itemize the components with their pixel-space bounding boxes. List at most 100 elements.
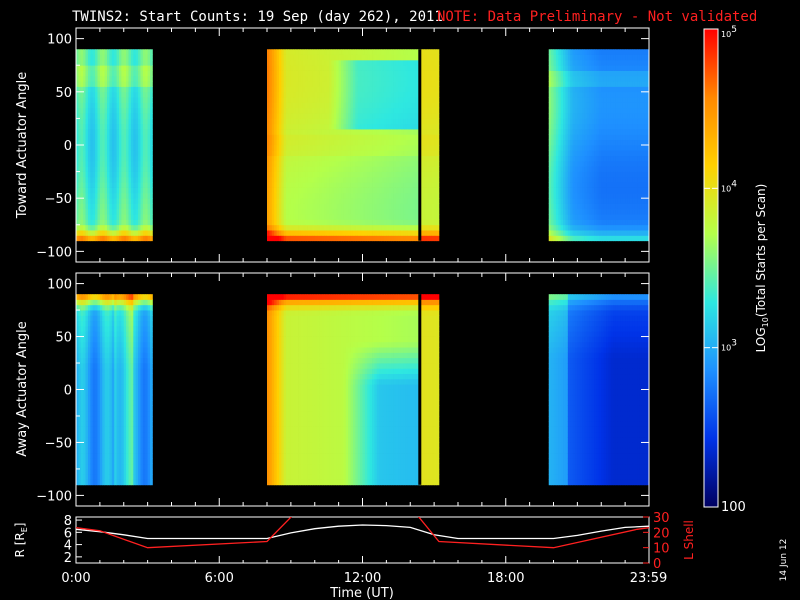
- heatmap-cell: [400, 91, 404, 98]
- heatmap-cell: [596, 214, 600, 220]
- heatmap-cell: [138, 118, 141, 125]
- heatmap-cell: [118, 86, 122, 93]
- heatmap-cell: [574, 150, 578, 157]
- heatmap-cell: [374, 75, 378, 82]
- heatmap-cell: [319, 59, 323, 66]
- heatmap-cell: [551, 192, 554, 199]
- heatmap-cell: [95, 81, 98, 87]
- heatmap-cell: [333, 81, 337, 87]
- heatmap-cell: [286, 102, 289, 109]
- heatmap-cell: [579, 171, 583, 178]
- heatmap-cell: [114, 160, 117, 167]
- heatmap-cell: [381, 160, 385, 167]
- heatmap-cell: [589, 235, 593, 242]
- heatmap-cell: [107, 155, 110, 162]
- heatmap-cell: [83, 182, 86, 188]
- heatmap-cell: [302, 171, 306, 178]
- heatmap-cell: [555, 155, 559, 162]
- heatmap-cell: [601, 219, 605, 226]
- heatmap-cell: [620, 118, 624, 125]
- heatmap-cell: [109, 224, 113, 231]
- heatmap-cell: [582, 54, 585, 61]
- heatmap-cell: [589, 107, 593, 114]
- heatmap-cell: [302, 192, 306, 199]
- heatmap-cell: [379, 208, 382, 215]
- heatmap-cell: [350, 65, 354, 71]
- heatmap-cell: [326, 224, 330, 231]
- heatmap-cell: [321, 118, 325, 125]
- heatmap-cell: [570, 171, 573, 178]
- heatmap-cell: [121, 75, 125, 82]
- heatmap-cell: [150, 75, 153, 82]
- heatmap-cell: [610, 102, 614, 109]
- heatmap-cell: [269, 49, 273, 55]
- heatmap-cell: [625, 187, 628, 194]
- heatmap-cell: [386, 107, 390, 114]
- heatmap-cell: [307, 113, 311, 119]
- heatmap-cell: [426, 49, 430, 55]
- heatmap-cell: [379, 54, 382, 61]
- heatmap-cell: [415, 139, 418, 146]
- heatmap-cell: [326, 49, 330, 55]
- heatmap-cell: [560, 160, 564, 167]
- heatmap-cell: [123, 145, 127, 151]
- heatmap-cell: [85, 102, 89, 109]
- heatmap-cell: [379, 49, 382, 55]
- heatmap-cell: [293, 219, 297, 226]
- heatmap-cell: [424, 145, 428, 151]
- heatmap-cell: [130, 134, 134, 141]
- heatmap-cell: [376, 81, 380, 87]
- heatmap-cell: [574, 118, 578, 125]
- heatmap-cell: [577, 97, 581, 103]
- heatmap-cell: [553, 219, 557, 226]
- heatmap-cell: [107, 70, 110, 77]
- heatmap-cell: [130, 75, 134, 82]
- heatmap-cell: [606, 203, 609, 210]
- heatmap-cell: [422, 235, 425, 242]
- heatmap-cell: [620, 203, 624, 210]
- heatmap-cell: [276, 166, 280, 172]
- heatmap-cell: [360, 70, 363, 77]
- heatmap-cell: [288, 59, 292, 66]
- heatmap-cell: [128, 150, 132, 157]
- heatmap-cell: [606, 214, 609, 220]
- heatmap-cell: [104, 54, 108, 61]
- heatmap-cell: [551, 187, 554, 194]
- heatmap-cell: [80, 235, 84, 242]
- heatmap-cell: [343, 81, 347, 87]
- heatmap-cell: [567, 75, 571, 82]
- heatmap-cell: [591, 97, 595, 103]
- heatmap-cell: [357, 150, 361, 157]
- heatmap-cell: [109, 198, 113, 204]
- heatmap-cell: [99, 145, 103, 151]
- heatmap-cell: [309, 81, 313, 87]
- heatmap-cell: [608, 219, 612, 226]
- heatmap-cell: [558, 54, 562, 61]
- heatmap-cell: [407, 134, 411, 141]
- heatmap-cell: [286, 155, 289, 162]
- heatmap-cell: [283, 107, 287, 114]
- heatmap-cell: [92, 91, 96, 98]
- heatmap-cell: [343, 59, 347, 66]
- heatmap-cell: [407, 224, 411, 231]
- heatmap-cell: [584, 214, 588, 220]
- heatmap-cell: [617, 192, 621, 199]
- heatmap-cell: [348, 65, 351, 71]
- heatmap-cell: [295, 203, 299, 210]
- heatmap-cell: [610, 49, 614, 55]
- heatmap-cell: [386, 160, 390, 167]
- heatmap-cell: [341, 230, 344, 236]
- heatmap-cell: [102, 160, 106, 167]
- heatmap-cell: [109, 182, 113, 188]
- heatmap-cell: [608, 155, 612, 162]
- heatmap-cell: [85, 187, 89, 194]
- heatmap-cell: [376, 49, 380, 55]
- heatmap-cell: [584, 171, 588, 178]
- heatmap-cell: [391, 150, 394, 157]
- heatmap-cell: [400, 86, 404, 93]
- heatmap-cell: [126, 49, 129, 55]
- heatmap-cell: [92, 166, 96, 172]
- heatmap-cell: [338, 235, 342, 242]
- heatmap-cell: [383, 150, 387, 157]
- heatmap-cell: [114, 155, 117, 162]
